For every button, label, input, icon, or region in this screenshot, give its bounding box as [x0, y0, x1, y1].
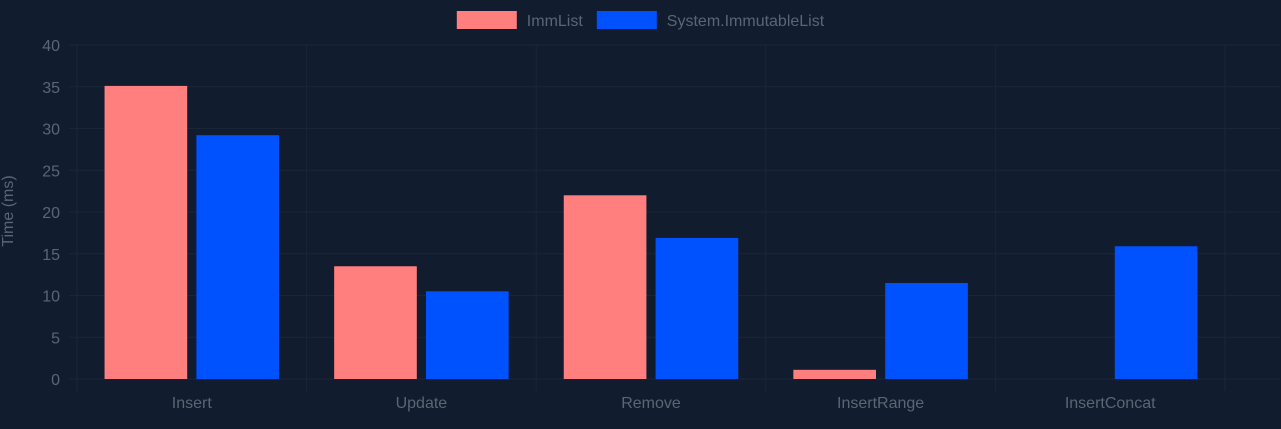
x-tick-label: Remove: [621, 395, 681, 412]
bar-system-immutablelist-insertrange: [885, 282, 968, 379]
legend-item[interactable]: System.ImmutableList: [596, 11, 825, 30]
legend-item[interactable]: ImmList: [456, 11, 584, 30]
legend-label: ImmList: [527, 13, 584, 30]
y-axis-ticks: 0 5 10 15 20 25 30 35 40: [42, 38, 60, 389]
y-tick-label: 40: [42, 38, 60, 55]
bar-system-immutablelist-remove: [655, 237, 739, 379]
y-tick-label: 20: [42, 205, 60, 222]
legend: ImmList System.ImmutableList: [456, 11, 825, 30]
bar-immlist-remove: [563, 195, 647, 379]
x-tick-label: Update: [396, 395, 448, 412]
bar-system-immutablelist-insertconcat: [1114, 246, 1198, 379]
y-tick-label: 25: [42, 163, 60, 180]
x-axis-ticks: Insert Update Remove InsertRange InsertConca…: [172, 395, 1156, 412]
y-tick-label: 5: [51, 330, 60, 347]
bars: [104, 85, 1198, 379]
y-tick-label: 0: [51, 372, 60, 389]
x-tick-label: InsertRange: [837, 395, 924, 412]
bar-system-immutablelist-insert: [196, 135, 280, 379]
legend-label: System.ImmutableList: [667, 13, 825, 30]
y-tick-label: 10: [42, 289, 60, 306]
x-tick-label: InsertConcat: [1065, 395, 1156, 412]
y-tick-label: 30: [42, 122, 60, 139]
y-tick-label: 15: [42, 247, 60, 264]
legend-swatch: [456, 11, 517, 29]
bar-immlist-insertrange: [793, 369, 877, 379]
bar-immlist-insert: [104, 85, 188, 379]
y-axis-title: Time (ms): [0, 175, 17, 246]
x-tick-label: Insert: [172, 395, 213, 412]
y-tick-label: 35: [42, 80, 60, 97]
bar-immlist-update: [334, 266, 417, 379]
bar-system-immutablelist-update: [425, 291, 509, 379]
legend-swatch: [596, 11, 657, 29]
